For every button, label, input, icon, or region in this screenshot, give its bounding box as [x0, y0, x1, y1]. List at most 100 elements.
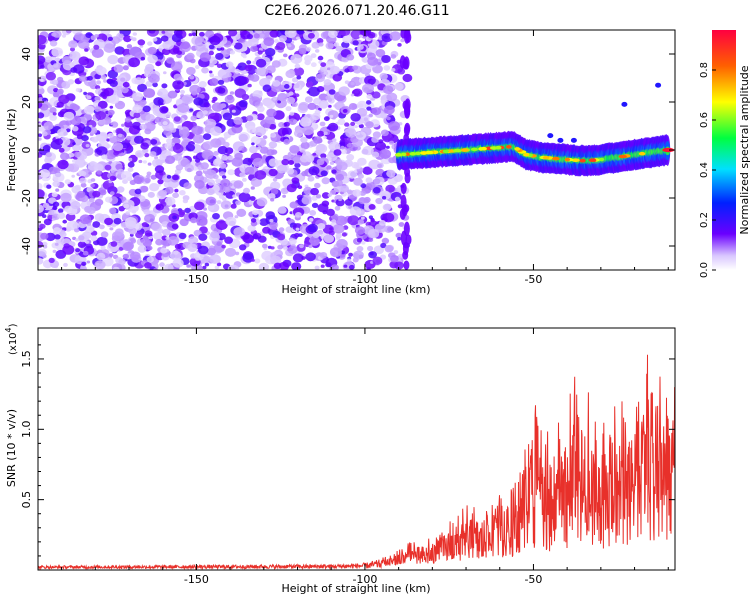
spectrogram-noise-cell [104, 164, 112, 171]
spectrogram-noise-cell [344, 198, 353, 206]
spectrogram-noise-cell [92, 190, 101, 198]
spectrogram-noise-cell [256, 113, 265, 121]
spectrogram-noise-cell [278, 261, 290, 270]
spectrogram-noise-cell [294, 162, 301, 168]
spectrogram-noise-cell [394, 196, 401, 202]
spectrogram-noise-cell [122, 81, 130, 88]
spectrogram-noise-cell [229, 91, 235, 95]
spectrogram-noise-cell [60, 192, 72, 203]
spectrogram-noise-cell [287, 44, 292, 48]
spectrogram-noise-cell [203, 207, 208, 211]
spectrogram-noise-cell [189, 108, 194, 112]
spectrogram-noise-cell [217, 146, 228, 155]
spectrogram-noise-cell [405, 31, 412, 44]
snr-y-tick-label: 1.5 [20, 350, 33, 368]
spectrogram-noise-cell [210, 126, 222, 136]
spectrogram-noise-cell [40, 82, 45, 87]
spectrogram-noise-cell [107, 109, 115, 116]
spectrogram-noise-cell [394, 82, 404, 91]
spectrogram-noise-cell [289, 238, 297, 245]
spectrogram-noise-cell [328, 89, 336, 95]
spectrogram-noise-cell [42, 144, 51, 152]
spectrogram-noise-cell [238, 192, 251, 203]
spectrogram-noise-cell [167, 30, 176, 34]
snr-y-multiplier-exponent: 4 [4, 327, 13, 332]
spectrogram-noise-cell [307, 223, 318, 233]
spectrogram-noise-cell [227, 155, 234, 161]
spectrogram-noise-cell [368, 228, 380, 239]
spectrogram-noise-cell [380, 242, 387, 249]
spectrogram-noise-cell [304, 96, 313, 103]
spectrogram-noise-cell [368, 113, 374, 118]
spectrogram-noise-cell [369, 251, 374, 256]
spectrogram-noise-cell [249, 196, 256, 201]
spectrogram-noise-cell [259, 146, 269, 154]
spectrogram-noise-cell [100, 75, 107, 80]
spectrogram-noise-cell [393, 250, 399, 255]
spectrogram-noise-cell [70, 201, 81, 210]
spectrogram-noise-cell [75, 238, 79, 242]
spectrogram-noise-cell [377, 62, 382, 66]
spectrogram-noise-cell [278, 122, 285, 128]
spectrogram-noise-cell [382, 212, 395, 223]
spectrogram-noise-cell [185, 143, 196, 152]
spectrogram-noise-cell [80, 171, 87, 177]
spectrogram-noise-cell [348, 103, 358, 110]
spectrogram-noise-cell [372, 256, 383, 265]
spectrogram-noise-cell [294, 93, 300, 98]
spectrogram-noise-cell [357, 219, 365, 225]
spectrogram-noise-cell [55, 135, 60, 140]
spectrogram-noise-cell [38, 112, 45, 119]
spectrogram-noise-cell [174, 188, 179, 193]
spectrogram-noise-cell [371, 151, 380, 158]
spectrogram-noise-cell [372, 187, 381, 194]
spectrogram-noise-cell [318, 42, 324, 47]
spectrogram-noise-cell [246, 115, 254, 122]
spectrogram-noise-cell [127, 167, 134, 173]
spectrogram-noise-cell [367, 56, 379, 66]
spectrogram-noise-cell [134, 188, 142, 195]
spectrogram-noise-cell [74, 32, 84, 41]
spectrogram-noise-cell [250, 186, 255, 190]
spectrogram-noise-cell [233, 227, 245, 237]
spectrogram-noise-cell [253, 33, 260, 39]
spectrogram-noise-cell [57, 76, 64, 82]
spectrogram-noise-cell [234, 42, 243, 50]
spectrogram-noise-cell [329, 247, 342, 258]
spectrogram-noise-cell [92, 221, 101, 228]
spectrogram-noise-cell [147, 46, 157, 55]
spectrogram-noise-cell [82, 250, 89, 256]
snr-y-multiplier-base: (x10 [8, 332, 19, 355]
spectrogram-noise-cell [55, 57, 61, 62]
spectrogram-noise-cell [118, 33, 124, 39]
spectrogram-noise-cell [128, 57, 141, 68]
spectrogram-noise-cell [272, 96, 278, 101]
spectrogram-noise-cell [131, 37, 137, 42]
spectrogram-noise-cell [307, 176, 315, 182]
spectrogram-noise-cell [266, 149, 275, 156]
spectrogram-noise-cell [104, 217, 114, 226]
spectrogram-noise-cell [286, 168, 295, 175]
spectrogram-noise-cell [275, 42, 286, 50]
spectrogram-noise-cell [87, 75, 93, 81]
spectrogram-noise-cell [339, 30, 351, 36]
spectrogram-noise-cell [244, 201, 250, 206]
spectrogram-noise-cell [109, 227, 114, 231]
spectrogram-noise-cell [146, 245, 153, 251]
spectrogram-noise-cell [144, 153, 150, 158]
spectrogram-noise-cell [323, 131, 328, 135]
spectrogram-noise-cell [90, 235, 98, 242]
spectrogram-noise-cell [388, 121, 400, 131]
spectrogram-noise-cell [357, 44, 364, 50]
spectrogram-noise-cell [120, 171, 133, 181]
spectrogram-noise-cell [216, 63, 222, 68]
spectrogram-noise-cell [400, 38, 405, 43]
spectrogram-noise-cell [115, 127, 124, 135]
spectrogram-noise-cell [215, 220, 228, 231]
spectrogram-noise-cell [159, 106, 169, 114]
spectrogram-noise-cell [257, 50, 263, 55]
spectrogram-noise-cell [283, 138, 291, 145]
snr-y-tick-label: 0.5 [20, 491, 33, 509]
spectrogram-noise-cell [286, 43, 295, 51]
spectrogram-noise-cell [314, 182, 321, 189]
